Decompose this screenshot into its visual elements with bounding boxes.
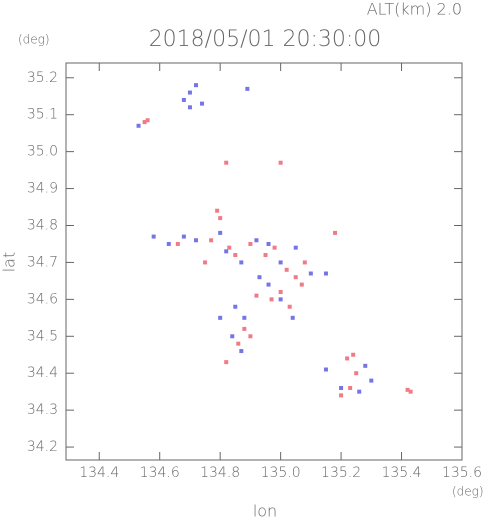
- data-point: [193, 83, 198, 88]
- y-tick-label: 34.7: [27, 254, 58, 270]
- data-point: [284, 267, 289, 272]
- data-point: [187, 90, 192, 95]
- data-point: [233, 304, 238, 309]
- data-point: [151, 234, 156, 239]
- data-point: [369, 378, 374, 383]
- data-point: [166, 241, 171, 246]
- data-point: [242, 326, 247, 331]
- data-point: [278, 160, 283, 165]
- y-tick-label: 35.2: [27, 70, 58, 86]
- data-point: [351, 352, 356, 357]
- data-point: [218, 315, 223, 320]
- data-point: [248, 241, 253, 246]
- data-point: [299, 282, 304, 287]
- data-point: [257, 275, 262, 280]
- data-point: [269, 297, 274, 302]
- data-point: [278, 260, 283, 265]
- data-point: [224, 360, 229, 365]
- data-point: [287, 304, 292, 309]
- data-point: [200, 101, 205, 106]
- y-tick-label: 34.2: [27, 439, 58, 455]
- data-point: [278, 297, 283, 302]
- data-point: [290, 315, 295, 320]
- data-point: [308, 271, 313, 276]
- data-point: [181, 234, 186, 239]
- data-point: [142, 120, 147, 125]
- data-point: [145, 118, 150, 123]
- data-point: [218, 230, 223, 235]
- data-point: [187, 105, 192, 110]
- data-point: [354, 371, 359, 376]
- x-tick-label: 134.8: [200, 465, 240, 481]
- data-point: [215, 208, 220, 213]
- y-tick-label: 34.5: [27, 328, 58, 344]
- y-tick-label: 34.3: [27, 402, 58, 418]
- y-tick-label: 34.9: [27, 181, 58, 197]
- data-point: [233, 253, 238, 258]
- data-point: [218, 216, 223, 221]
- y-tick-label: 35.1: [27, 107, 58, 123]
- data-point: [302, 260, 307, 265]
- x-tick-label: 134.4: [79, 465, 119, 481]
- data-point: [245, 86, 250, 91]
- data-point: [209, 238, 214, 243]
- x-tick-label: 135.4: [381, 465, 421, 481]
- data-point: [224, 249, 229, 254]
- y-tick-label: 34.6: [27, 291, 58, 307]
- data-point: [266, 282, 271, 287]
- chart-title: 2018/05/01 20:30:00: [149, 27, 382, 52]
- data-point: [136, 123, 141, 128]
- data-point: [363, 363, 368, 368]
- plot-frame: [65, 62, 463, 461]
- data-point: [248, 334, 253, 339]
- x-tick-label: 134.6: [140, 465, 180, 481]
- data-point: [348, 385, 353, 390]
- data-point: [323, 271, 328, 276]
- data-point: [278, 289, 283, 294]
- data-point: [254, 238, 259, 243]
- data-point: [254, 293, 259, 298]
- x-tick-label: 135.0: [261, 465, 301, 481]
- data-point: [339, 393, 344, 398]
- x-tick-label: 135.6: [442, 465, 482, 481]
- data-point: [405, 387, 410, 392]
- data-point: [239, 349, 244, 354]
- data-point: [293, 275, 298, 280]
- data-point: [181, 97, 186, 102]
- data-point: [224, 160, 229, 165]
- y-tick-label: 35.0: [27, 144, 58, 160]
- x-unit: (deg): [452, 485, 484, 499]
- y-tick-label: 34.4: [27, 365, 58, 381]
- data-point: [408, 389, 413, 394]
- data-point: [357, 389, 362, 394]
- data-point: [339, 385, 344, 390]
- y-axis-label: lat: [0, 252, 19, 273]
- data-point: [236, 341, 241, 346]
- data-point: [203, 260, 208, 265]
- data-point: [272, 245, 277, 250]
- data-point: [239, 260, 244, 265]
- data-point: [333, 230, 338, 235]
- data-point: [266, 241, 271, 246]
- data-point: [193, 238, 198, 243]
- x-tick-label: 135.2: [321, 465, 361, 481]
- data-point: [345, 356, 350, 361]
- data-point: [293, 245, 298, 250]
- y-tick-label: 34.8: [27, 217, 58, 233]
- x-axis-label: lon: [253, 502, 277, 521]
- data-point: [242, 315, 247, 320]
- data-point: [230, 334, 235, 339]
- y-unit: (deg): [18, 33, 50, 47]
- data-point: [175, 241, 180, 246]
- data-point: [227, 245, 232, 250]
- data-point: [323, 367, 328, 372]
- data-point: [263, 253, 268, 258]
- chart-subtitle: ALT(km) 2.0: [367, 0, 462, 19]
